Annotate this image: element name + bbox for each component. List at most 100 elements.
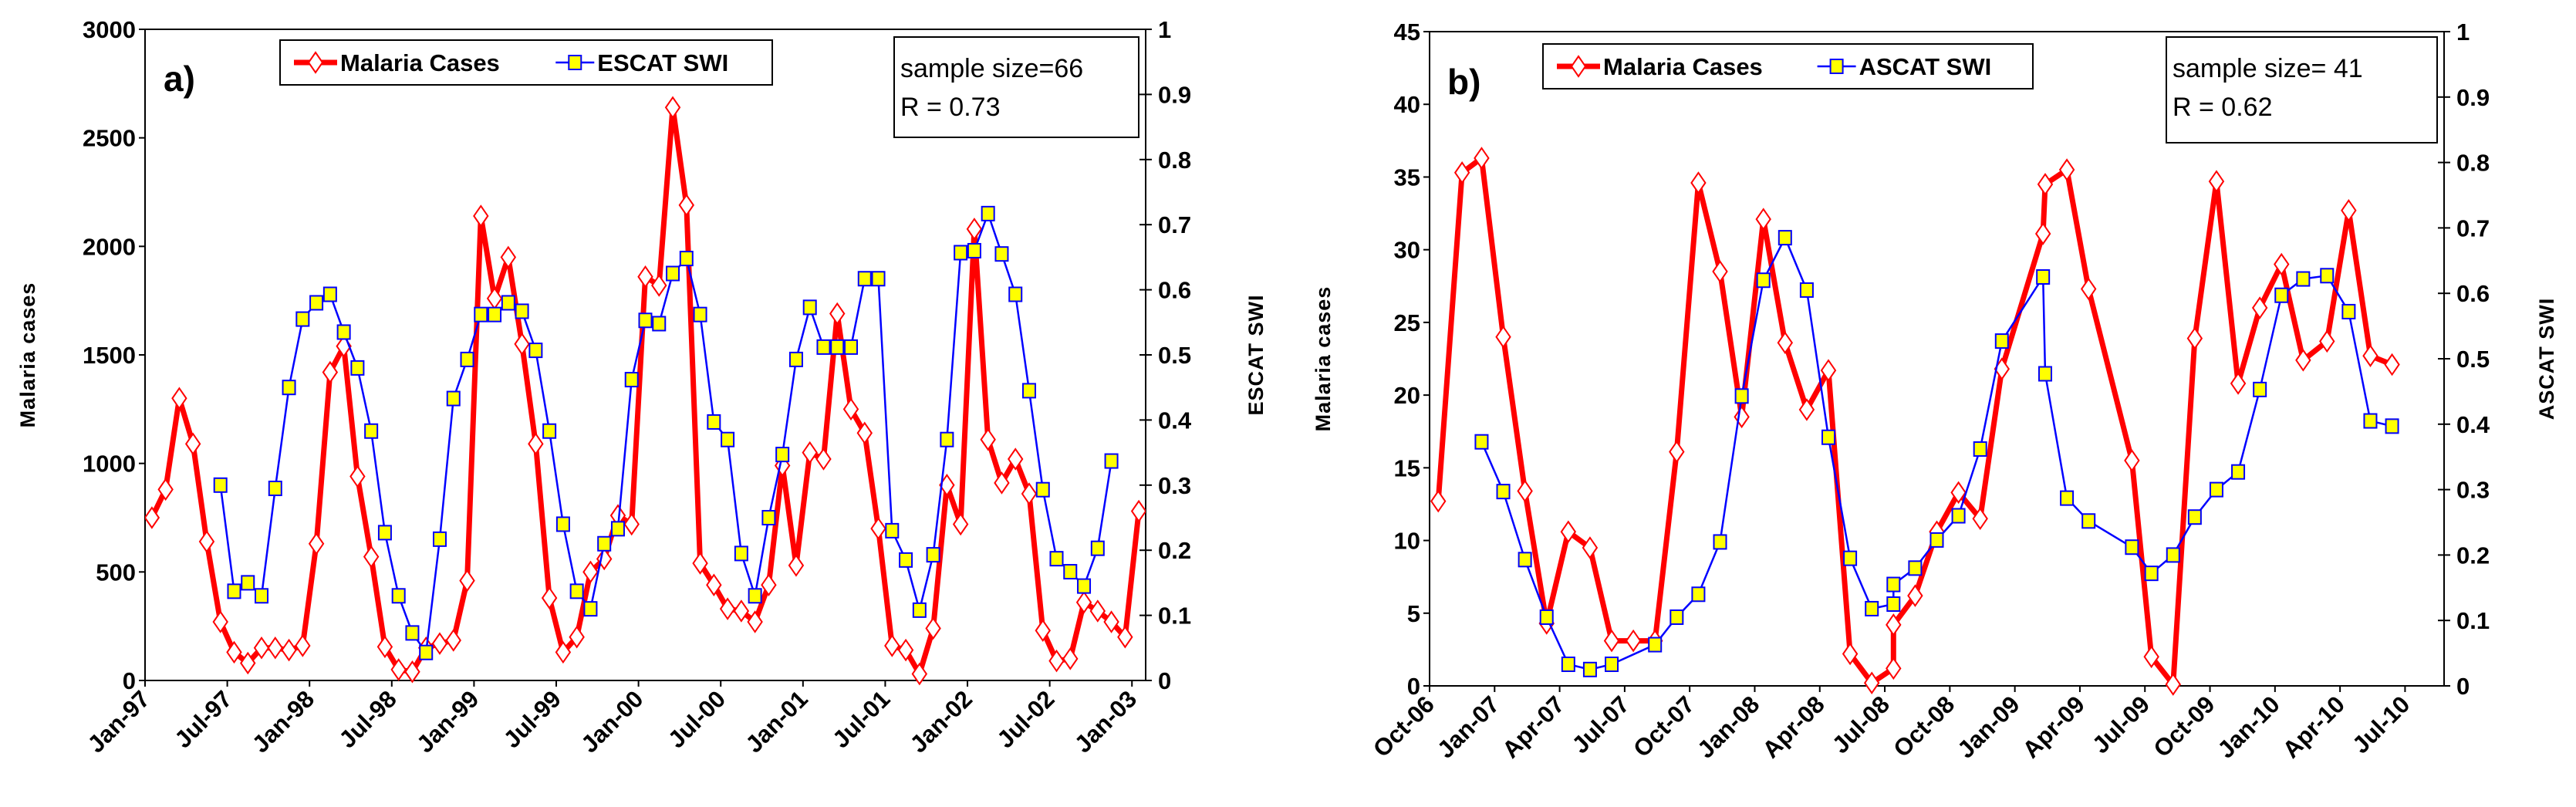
- swi-point: [666, 265, 680, 282]
- stats-box: sample size=66 R = 0.73: [893, 36, 1139, 138]
- x-tick-label: Jan-02: [905, 685, 977, 758]
- swi-point: [377, 525, 392, 541]
- malaria-cases-point: [1103, 610, 1119, 633]
- x-tick-label: Jan-98: [247, 685, 319, 758]
- malaria-cases-point: [582, 560, 599, 584]
- plot-area: [145, 96, 1146, 686]
- swi-point: [734, 545, 748, 562]
- malaria-cases-point: [514, 333, 530, 356]
- y-tick-label: 500: [96, 559, 136, 586]
- y2-tick-label: 0.5: [1158, 342, 1191, 369]
- swi-point: [419, 644, 434, 660]
- malaria-cases-point: [747, 610, 763, 633]
- swi-point: [322, 286, 337, 302]
- swi-point: [460, 351, 474, 367]
- x-tick-label: Jan-09: [1952, 691, 2024, 763]
- swi-point: [515, 303, 529, 319]
- x-tick-label: Jan-00: [576, 685, 648, 758]
- swi-point: [802, 299, 817, 316]
- malaria-cases-point: [1603, 629, 1620, 653]
- swi-point: [1090, 540, 1105, 556]
- y2-tick-label: 0.9: [2456, 84, 2490, 111]
- legend-box: [1542, 43, 2034, 89]
- swi-point: [788, 351, 803, 367]
- malaria-cases-point: [431, 632, 448, 655]
- swi-point: [597, 535, 612, 552]
- swi-point: [1843, 550, 1858, 566]
- malaria-cases-point: [267, 636, 284, 660]
- swi-point: [652, 316, 667, 332]
- malaria-cases-point: [145, 506, 160, 529]
- legend-malaria-marker-icon: [307, 51, 324, 74]
- malaria-cases-point: [802, 441, 818, 464]
- y2-tick-label: 0.2: [1158, 537, 1191, 564]
- stats-box-frame: [893, 36, 1139, 138]
- malaria-cases-point: [842, 397, 859, 421]
- malaria-cases-point: [184, 432, 201, 456]
- swi-point: [885, 522, 900, 539]
- malaria-cases-point: [459, 569, 475, 593]
- x-tick-label: Jul-01: [827, 685, 895, 753]
- swi-point: [1799, 282, 1814, 298]
- y2-tick-label: 0.6: [1158, 277, 1191, 304]
- y-tick-label: 3000: [83, 16, 136, 43]
- swi-point: [474, 306, 488, 322]
- swi-point: [282, 380, 296, 396]
- swi-line: [1480, 236, 2392, 671]
- swi-point: [2060, 490, 2075, 506]
- malaria-cases-point: [2274, 252, 2290, 276]
- y2-tick-label: 0.3: [2456, 477, 2490, 504]
- y2-tick-label: 0.7: [1158, 211, 1191, 238]
- malaria-cases-point: [1495, 325, 1511, 349]
- malaria-cases-point: [925, 616, 941, 640]
- y2-tick-label: 1: [2456, 19, 2470, 46]
- swi-point: [391, 588, 406, 604]
- correlation-text: R = 0.62: [2173, 93, 2272, 122]
- malaria-cases-point: [1560, 520, 1577, 544]
- malaria-cases-point: [157, 478, 174, 501]
- malaria-cases-point: [829, 302, 846, 326]
- y-tick-label: 35: [1394, 164, 1420, 191]
- y2-tick-label: 0.5: [2456, 346, 2490, 373]
- swi-point: [1821, 429, 1836, 445]
- malaria-cases-point: [623, 512, 640, 536]
- malaria-cases-point: [1820, 359, 1837, 382]
- swi-point: [1908, 560, 1923, 576]
- swi-point: [1049, 551, 1064, 567]
- swi-point: [2187, 509, 2202, 525]
- malaria-cases-point: [884, 634, 900, 657]
- x-tick-label: Jan-08: [1692, 691, 1764, 763]
- x-tick-label: Jul-10: [2347, 691, 2415, 758]
- x-tick-label: Oct-07: [1628, 691, 1700, 762]
- swi-point: [1474, 434, 1489, 450]
- legend-swi-label: ASCAT SWI: [1859, 53, 1992, 80]
- swi-point: [2253, 381, 2267, 397]
- legend-malaria-label: Malaria Cases: [1603, 53, 1763, 80]
- malaria-cases-point: [445, 629, 461, 652]
- legend-swi-marker-icon: [568, 55, 582, 70]
- swi-point: [1021, 383, 1036, 399]
- swi-point: [555, 516, 570, 532]
- y-tick-label: 40: [1394, 91, 1420, 118]
- malaria-cases-point: [2080, 277, 2097, 301]
- swi-point: [528, 343, 543, 359]
- chart-panel-a: 0 500 1000 1500 2000 2500 3000 0 0.1 0.2 0.3 0.4 0.5…: [16, 16, 1268, 758]
- malaria-cases-point: [692, 552, 708, 575]
- malaria-cases-point: [1089, 599, 1106, 623]
- swi-point: [2363, 413, 2378, 429]
- malaria-cases-point: [678, 194, 695, 217]
- swi-point: [899, 552, 913, 568]
- swi-point: [1496, 484, 1511, 500]
- malaria-cases-point: [226, 640, 242, 664]
- malaria-cases-point: [815, 447, 832, 471]
- y-tick-label: 2000: [83, 233, 136, 260]
- swi-point: [309, 295, 324, 311]
- malaria-cases-point: [1777, 331, 1794, 355]
- legend-swi-label: ESCAT SWI: [597, 49, 728, 76]
- swi-point: [2081, 513, 2096, 529]
- y2-tick-label: 0.8: [1158, 147, 1191, 174]
- malaria-cases-point: [651, 274, 667, 297]
- malaria-cases-point: [2034, 222, 2051, 245]
